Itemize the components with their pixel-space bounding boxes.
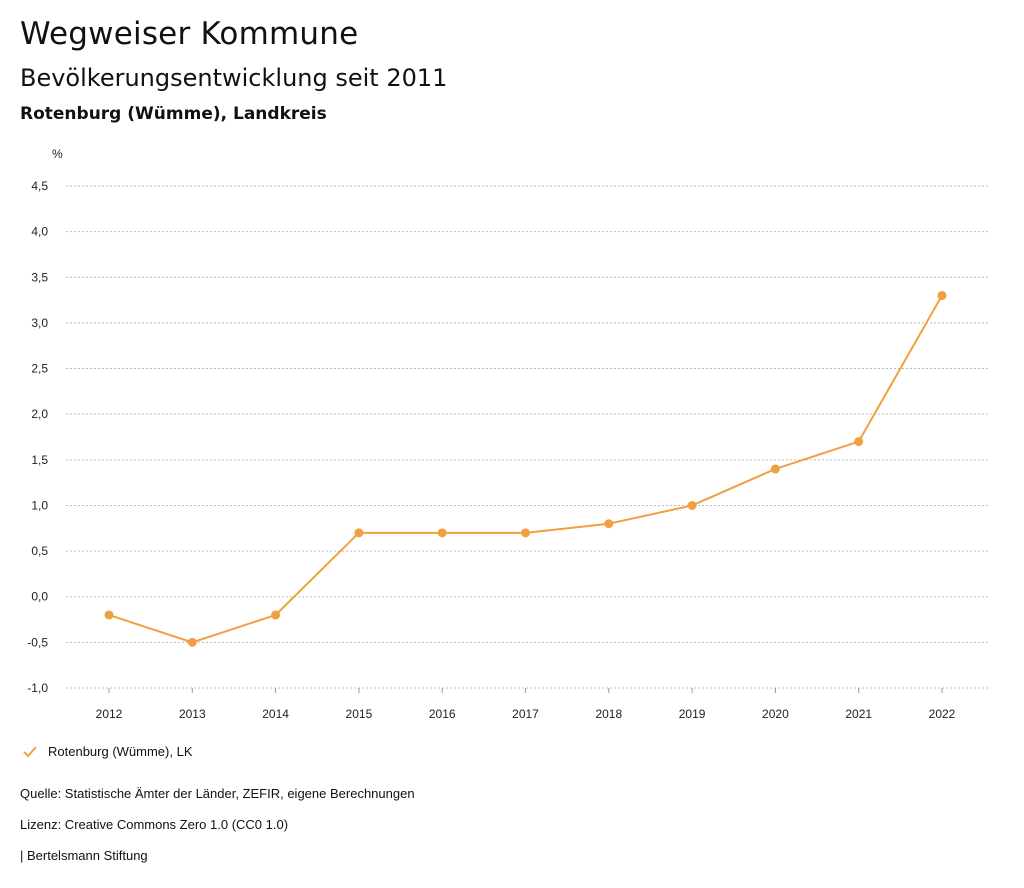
x-tick-label: 2016 bbox=[429, 707, 456, 721]
y-tick-label: 0,0 bbox=[31, 590, 48, 604]
source-note: Quelle: Statistische Ämter der Länder, Z… bbox=[20, 786, 415, 801]
series-line bbox=[108, 295, 943, 644]
brand-note: | Bertelsmann Stiftung bbox=[20, 848, 148, 863]
x-tick-label: 2012 bbox=[96, 707, 123, 721]
x-tick-label: 2017 bbox=[512, 707, 539, 721]
x-tick-label: 2015 bbox=[346, 707, 373, 721]
region-label: Rotenburg (Wümme), Landkreis bbox=[20, 104, 327, 124]
x-tick-label: 2013 bbox=[179, 707, 206, 721]
x-tick-label: 2021 bbox=[845, 707, 872, 721]
data-point[interactable] bbox=[437, 528, 447, 538]
y-axis-unit-label: % bbox=[52, 147, 63, 161]
license-note: Lizenz: Creative Commons Zero 1.0 (CC0 1… bbox=[20, 817, 289, 832]
y-tick-label: 4,0 bbox=[31, 225, 48, 239]
y-tick-label: 2,0 bbox=[31, 407, 48, 421]
y-tick-label: 2,5 bbox=[31, 362, 48, 376]
y-tick-label: -1,0 bbox=[27, 681, 48, 695]
y-tick-label: 3,0 bbox=[31, 316, 48, 330]
x-tick-label: 2019 bbox=[679, 707, 706, 721]
y-tick-label: 4,5 bbox=[31, 179, 48, 193]
legend-label: Rotenburg (Wümme), LK bbox=[48, 744, 193, 759]
x-tick-label: 2018 bbox=[595, 707, 622, 721]
y-tick-label: 0,5 bbox=[31, 544, 48, 558]
data-point[interactable] bbox=[604, 519, 614, 529]
data-point[interactable] bbox=[271, 610, 281, 620]
data-point[interactable] bbox=[854, 437, 864, 447]
y-tick-label: 1,5 bbox=[31, 453, 48, 467]
x-tick-label: 2020 bbox=[762, 707, 789, 721]
data-point[interactable] bbox=[521, 528, 530, 538]
chart-legend[interactable]: Rotenburg (Wümme), LK bbox=[22, 744, 193, 759]
page-title: Wegweiser Kommune bbox=[20, 16, 359, 52]
legend-check-icon bbox=[23, 745, 37, 757]
x-tick-label: 2022 bbox=[929, 707, 956, 721]
data-point[interactable] bbox=[770, 464, 780, 474]
x-tick-label: 2014 bbox=[262, 707, 289, 721]
y-tick-label: -0,5 bbox=[27, 635, 48, 649]
y-tick-label: 3,5 bbox=[31, 270, 48, 284]
data-point[interactable] bbox=[104, 610, 114, 620]
line-chart: % 4,5 4,0 3,5 3,0 2,5 2,0 1,5 1,0 0,5 0,0 -0,5 -1,0… bbox=[27, 147, 990, 721]
data-point[interactable] bbox=[354, 528, 364, 538]
data-point[interactable] bbox=[937, 291, 947, 301]
data-point[interactable] bbox=[687, 500, 697, 510]
chart-subtitle: Bevölkerungsentwicklung seit 2011 bbox=[20, 64, 448, 92]
y-tick-label: 1,0 bbox=[31, 498, 48, 512]
data-point[interactable] bbox=[187, 637, 197, 647]
